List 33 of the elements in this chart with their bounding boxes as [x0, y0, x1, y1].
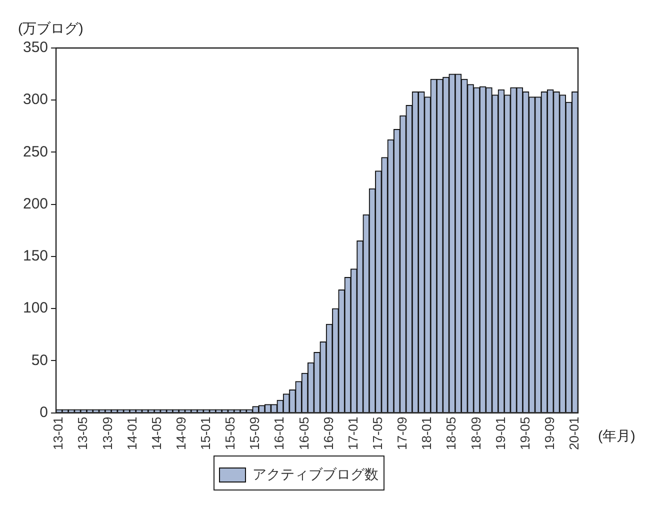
x-tick-label: 19-09	[542, 416, 557, 450]
x-tick-label: 13-09	[100, 416, 115, 450]
x-tick-label: 19-01	[492, 416, 508, 450]
x-tick-label: 17-01	[345, 416, 360, 450]
x-tick-label: 16-09	[320, 416, 336, 450]
y-tick-label: 50	[31, 352, 48, 369]
x-tick-label: 16-01	[272, 416, 287, 450]
x-tick-label: 14-01	[124, 416, 140, 450]
y-tick-label: 150	[22, 248, 48, 265]
x-tick-label: 15-01	[198, 416, 214, 450]
y-tick-label: 100	[22, 300, 48, 317]
x-tick-label: 13-01	[50, 416, 66, 450]
x-tick-label: 14-09	[173, 416, 188, 450]
x-tick-label: 17-05	[370, 416, 385, 450]
x-tick-label: 17-09	[394, 416, 410, 450]
y-tick-label: 300	[22, 91, 48, 108]
y-axis-title: (万ブログ)	[18, 20, 84, 36]
x-tick-label: 18-05	[444, 416, 459, 450]
y-tick-label: 0	[40, 404, 48, 421]
x-tick-label: 16-05	[296, 416, 312, 450]
x-tick-label: 20-01	[566, 416, 582, 450]
x-tick-label: 14-05	[148, 416, 164, 450]
x-tick-label: 15-05	[222, 416, 238, 450]
x-tick-label: 15-09	[247, 416, 262, 450]
y-tick-label: 350	[22, 39, 48, 56]
x-axis-title: (年月)	[598, 428, 636, 444]
x-tick-label: 18-01	[419, 416, 434, 450]
y-tick-label: 250	[22, 143, 48, 160]
legend-label: アクティブブログ数	[252, 466, 378, 482]
x-tick-label: 13-05	[75, 416, 90, 450]
x-tick-label: 18-09	[468, 416, 484, 450]
x-tick-label: 19-05	[517, 416, 532, 450]
y-tick-label: 200	[22, 195, 48, 212]
